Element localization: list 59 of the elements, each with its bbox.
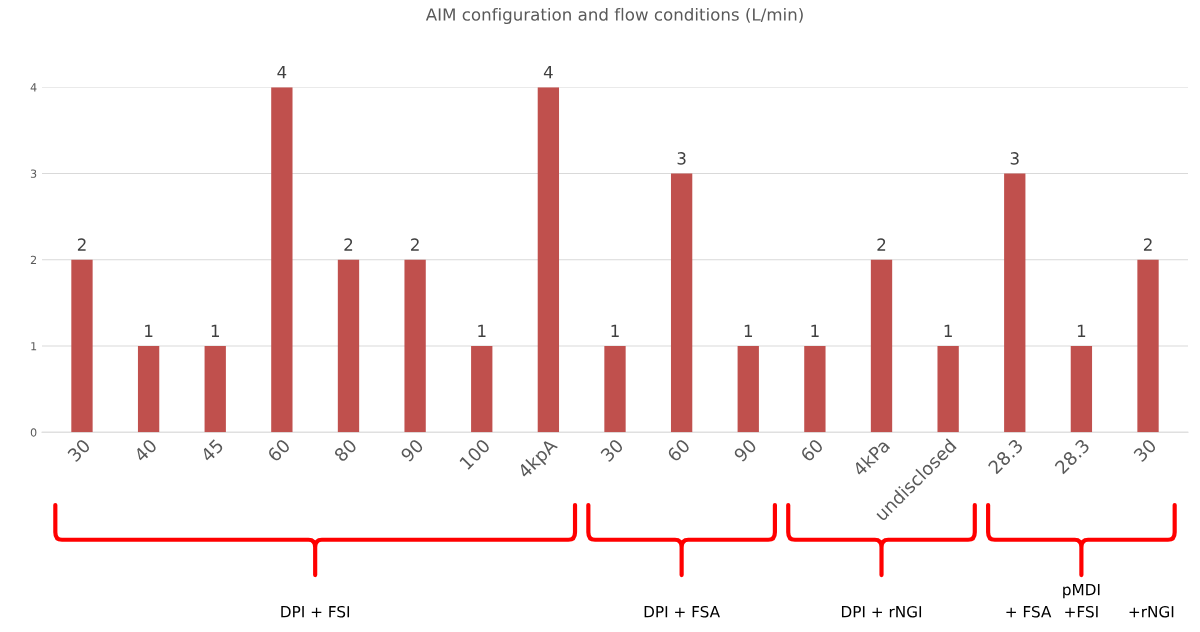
data-label: 1	[944, 324, 952, 337]
bar	[271, 87, 293, 433]
bar	[670, 173, 693, 433]
data-label: 4	[277, 66, 287, 79]
data-label: 4	[543, 66, 553, 79]
x-tick-label: 90	[733, 438, 758, 463]
data-label: 1	[145, 324, 153, 337]
bar	[404, 259, 426, 433]
bar	[337, 259, 360, 433]
data-label: 1	[1077, 324, 1086, 337]
bar	[71, 259, 93, 433]
text: pMDI	[1063, 584, 1100, 599]
bar	[737, 346, 759, 433]
y-tick-label: 3	[30, 169, 37, 178]
y-tick-label: 1	[31, 342, 37, 351]
data-label: 1	[811, 324, 819, 337]
x-tick-label: 30	[66, 438, 92, 463]
bar	[937, 346, 959, 433]
text: DPI + FSI	[281, 605, 350, 618]
text: DPI + FSA	[644, 605, 720, 618]
bar	[1004, 173, 1026, 433]
x-tick-label: 45	[200, 438, 224, 463]
data-label: 1	[211, 324, 219, 337]
bar	[604, 346, 626, 433]
text: + FSA	[1006, 605, 1052, 618]
y-tick-label: 0	[30, 428, 37, 437]
bar	[537, 87, 560, 433]
bar	[471, 346, 493, 433]
x-tick-label: 30	[599, 438, 625, 463]
data-label: 2	[344, 238, 353, 251]
y-tick-label: 4	[30, 83, 37, 92]
chart-title: AIM configuration and flow conditions (L/min)	[425, 7, 803, 25]
data-label: 2	[1143, 238, 1152, 251]
bar	[870, 259, 893, 433]
text: DPI + rNGI	[841, 605, 922, 618]
bar	[1070, 346, 1093, 433]
data-label: 1	[744, 324, 753, 337]
bar	[1137, 259, 1159, 433]
data-label: 2	[877, 238, 886, 251]
x-tick-label: 80	[333, 438, 358, 463]
data-label: 3	[1010, 152, 1019, 165]
x-tick-label: 40	[133, 438, 158, 463]
x-tick-label: 30	[1132, 438, 1158, 463]
bar	[204, 346, 226, 433]
data-label: 3	[677, 152, 686, 165]
bar	[804, 346, 826, 433]
data-label: 1	[611, 324, 619, 337]
data-label: 2	[77, 238, 86, 251]
x-tick-label: 60	[666, 438, 691, 463]
bar	[137, 346, 160, 433]
x-tick-label: 100	[459, 438, 491, 470]
data-label: 2	[411, 238, 419, 251]
x-tick-label: 60	[799, 438, 824, 463]
x-tick-label: 90	[399, 438, 425, 463]
y-tick-label: 2	[30, 255, 37, 264]
x-tick-label: 60	[266, 438, 291, 463]
text: +FSI	[1065, 605, 1098, 618]
text: +rNGI	[1129, 605, 1174, 618]
data-label: 1	[478, 324, 486, 337]
